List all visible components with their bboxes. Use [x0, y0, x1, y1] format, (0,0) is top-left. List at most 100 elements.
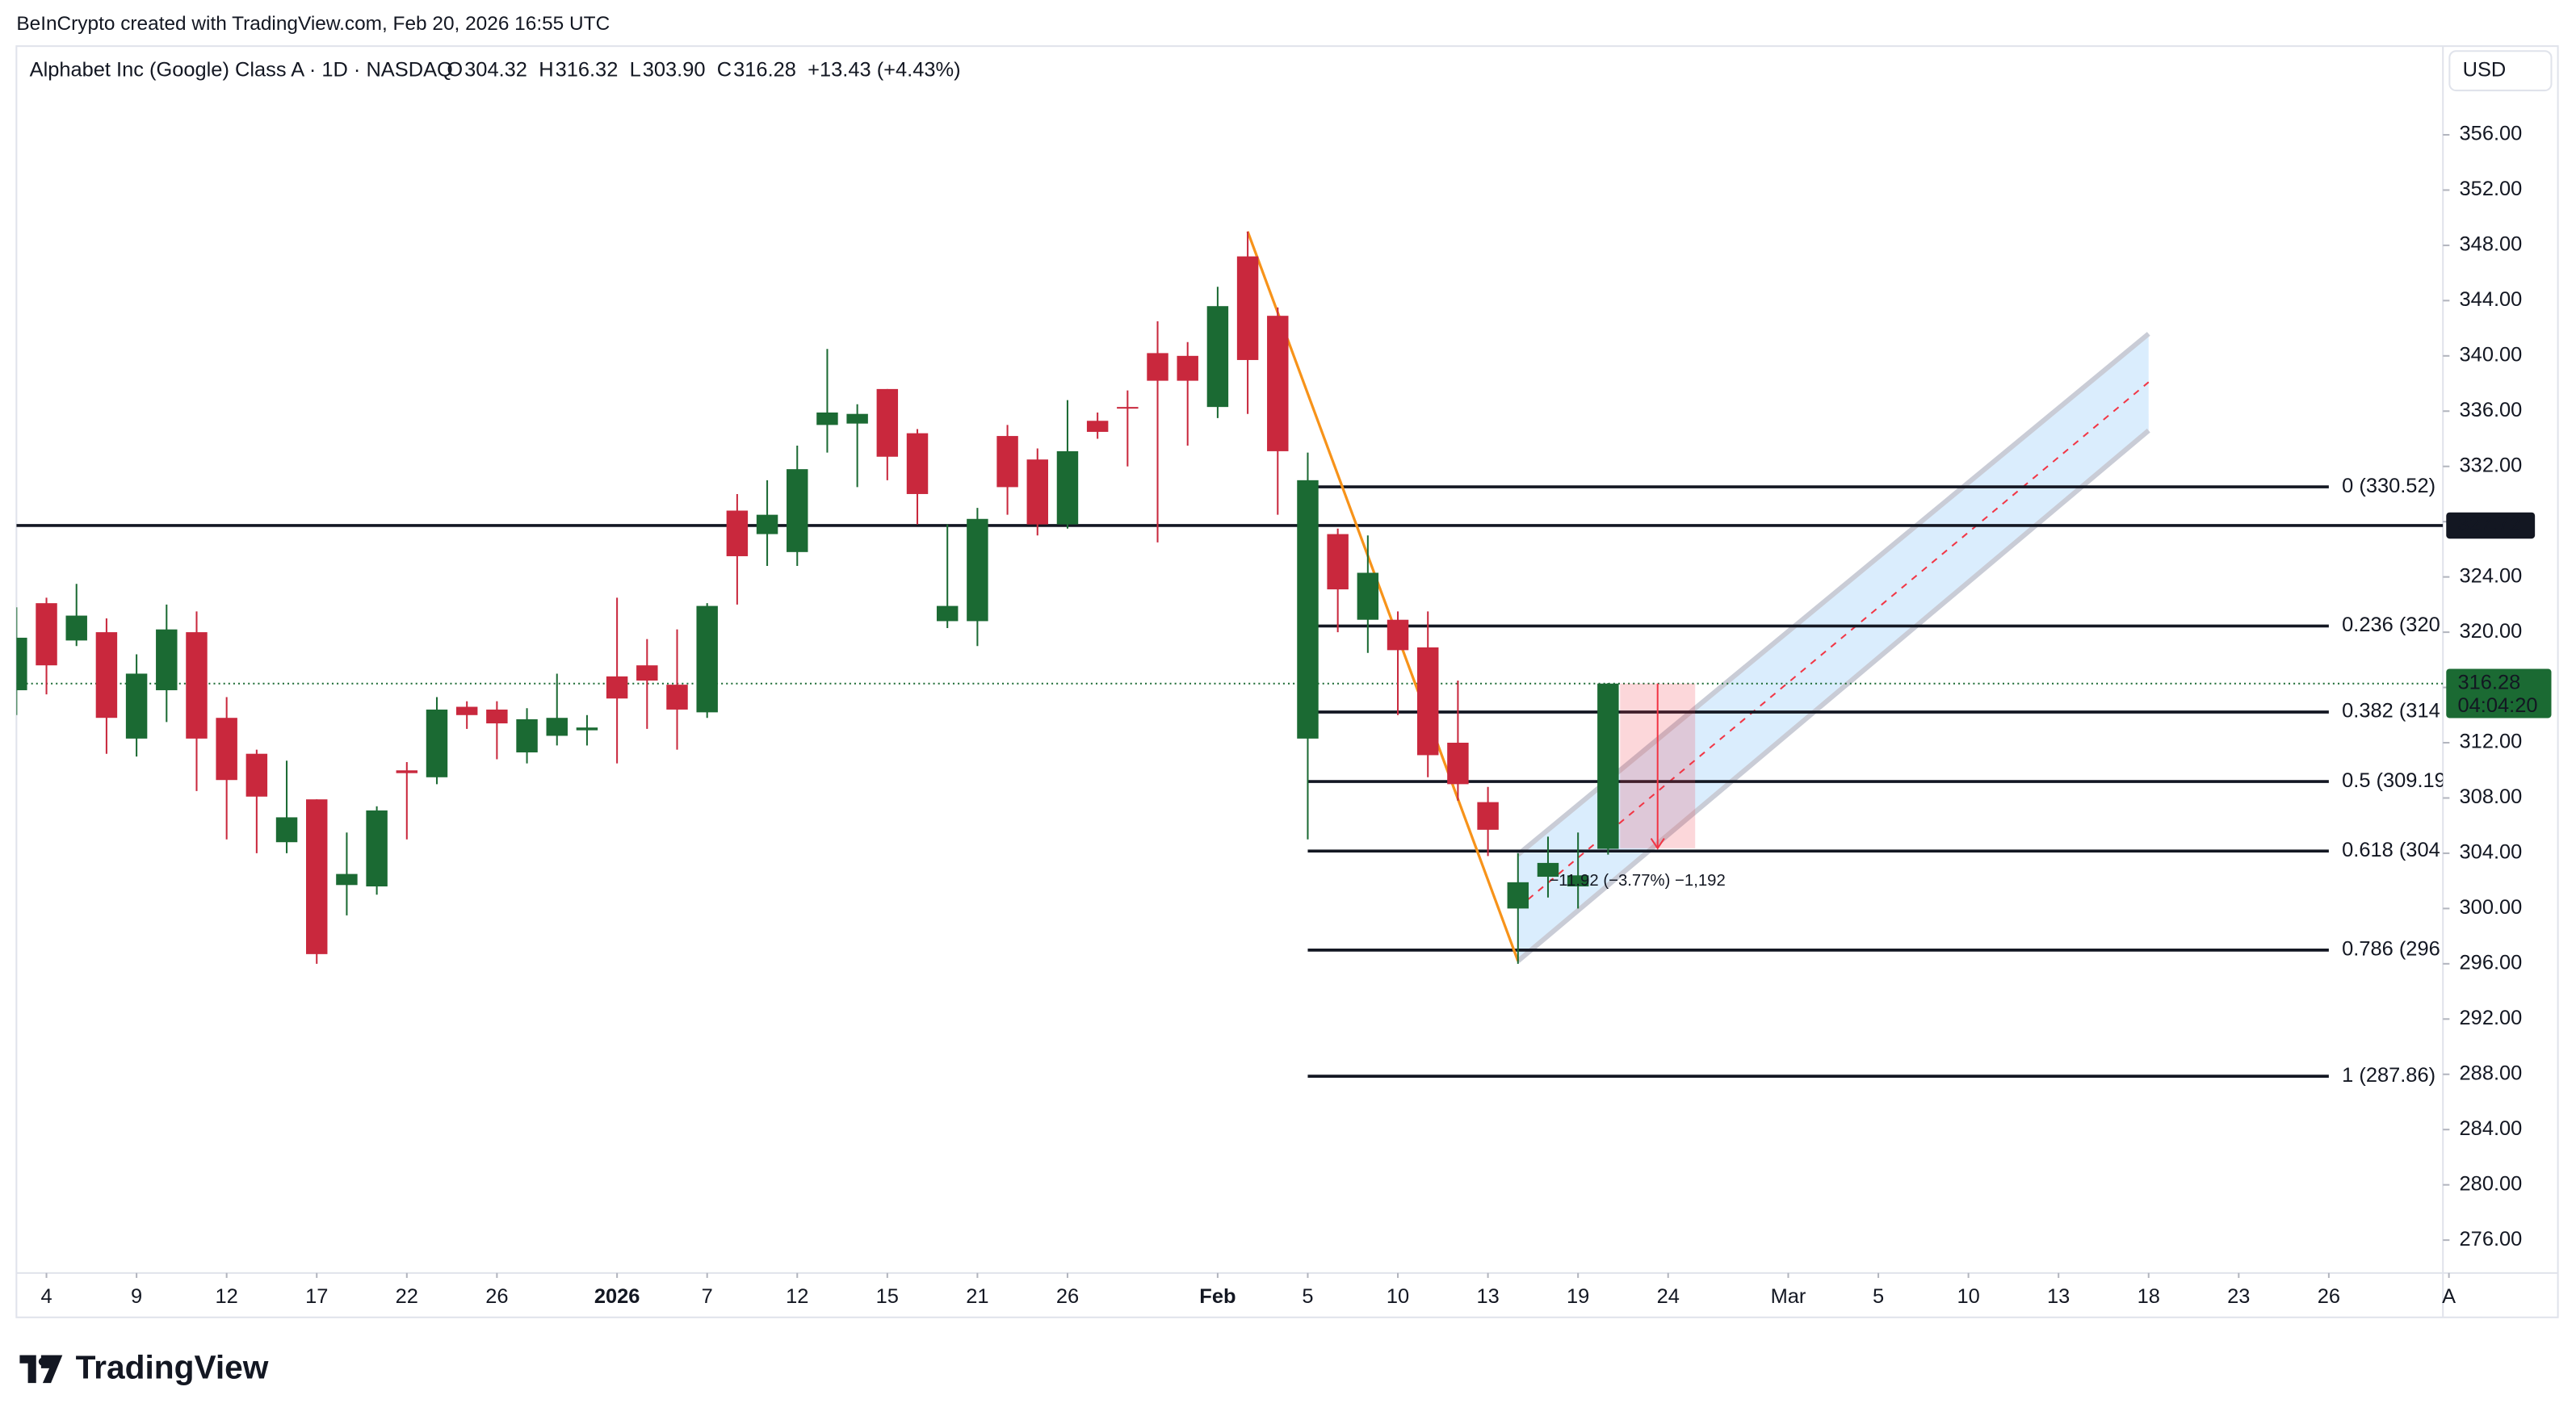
x-tick-label: Mar [1771, 1285, 1806, 1308]
hline-price-box [2446, 512, 2536, 539]
x-tick-label: 21 [966, 1285, 988, 1308]
x-tick-label: 9 [131, 1285, 142, 1308]
y-tick-label: 320.00 [2460, 620, 2523, 643]
x-tick-label: A [2442, 1285, 2456, 1308]
y-tick-label: 324.00 [2460, 564, 2523, 587]
x-tick-label: 5 [1873, 1285, 1884, 1308]
candle-body [606, 676, 628, 699]
candle-body [486, 709, 508, 724]
legend-change: +13.43 (+4.43%) [808, 58, 960, 81]
candle-body [426, 709, 448, 777]
candle-body [65, 615, 87, 641]
candle-body [1447, 743, 1469, 785]
candle-body [1297, 480, 1319, 739]
candle-body [1567, 875, 1589, 886]
candle-body [1147, 353, 1168, 381]
fib-label: 0 (330.52) [2342, 475, 2435, 497]
y-tick-label: 284.00 [2460, 1117, 2523, 1140]
x-tick-label: 26 [1056, 1285, 1079, 1308]
last-price-box [2446, 668, 2552, 718]
y-tick-label: 308.00 [2460, 786, 2523, 808]
candle-body [275, 817, 298, 843]
x-tick-label: 15 [876, 1285, 899, 1308]
y-tick-label: 348.00 [2460, 233, 2523, 256]
x-tick-label: 24 [1657, 1285, 1680, 1308]
y-tick-label: 280.00 [2460, 1172, 2523, 1195]
x-tick-label: 2026 [594, 1285, 640, 1308]
plot-area: 0 (330.52) 0.236 (320 0.382 (314 0.5 (309.1… [16, 231, 2446, 1087]
y-tick-label: 288.00 [2460, 1062, 2523, 1084]
currency-box[interactable] [2448, 50, 2553, 92]
candle-body [1357, 572, 1379, 620]
logo-text: TradingView [76, 1349, 269, 1386]
candle-body [876, 388, 899, 457]
x-tick-label: 26 [485, 1285, 508, 1308]
channel-fill [1517, 333, 2149, 961]
fib-label: 0.382 (314 [2342, 700, 2440, 723]
y-tick-label: 340.00 [2460, 344, 2523, 367]
legend-key: O [447, 58, 463, 81]
fib-label: 0.5 (309.19 [2342, 769, 2446, 792]
legend-value: 304.32 [464, 58, 527, 81]
logo: TradingView [19, 1349, 269, 1386]
candle-body [1417, 647, 1439, 756]
candle-body [1507, 882, 1529, 909]
candle-body [936, 605, 959, 622]
candle-body [1117, 407, 1139, 409]
logo-dot [38, 1357, 47, 1366]
legend-key: C [717, 58, 732, 81]
x-tick-label: 19 [1567, 1285, 1589, 1308]
candle-body [306, 799, 328, 954]
y-tick-label: 292.00 [2460, 1007, 2523, 1029]
fib-label: 0.618 (304 [2342, 839, 2440, 861]
candle-body [366, 810, 388, 886]
channel-mid [1517, 381, 2150, 909]
legend-value: 303.90 [643, 58, 706, 81]
x-tick-label: 10 [1387, 1285, 1409, 1308]
y-tick-label: 344.00 [2460, 288, 2523, 311]
measure-label: −11.92 (−3.77%) −1,192 [1549, 872, 1725, 890]
y-tick-label: 356.00 [2460, 123, 2523, 145]
last-price-label: 316.28 [2458, 671, 2521, 693]
candle-body [1327, 534, 1349, 590]
x-tick-label: 22 [396, 1285, 418, 1308]
candle-body [156, 629, 178, 690]
credit: BeInCrypto created with TradingView.com,… [16, 13, 610, 35]
candle-body [846, 413, 868, 424]
legend-value: 316.32 [556, 58, 619, 81]
candle-body [756, 514, 778, 534]
legend-key: H [539, 58, 553, 81]
y-tick-label: 304.00 [2460, 841, 2523, 864]
candle-body [1056, 450, 1079, 525]
x-tick-label: 13 [2047, 1285, 2070, 1308]
candle-body [696, 605, 718, 713]
y-tick-label: 332.00 [2460, 454, 2523, 476]
fib-label: 0.236 (320 [2342, 614, 2440, 636]
candle-body [36, 603, 57, 666]
fib-label: 1 (287.86) [2342, 1064, 2435, 1087]
currency: USD [2463, 58, 2507, 81]
candle-body [996, 436, 1018, 488]
candle-body [636, 665, 658, 681]
channel-edge [1516, 428, 2150, 963]
y-tick-label: 352.00 [2460, 178, 2523, 200]
candle-body [816, 412, 838, 425]
candle-body [455, 706, 478, 715]
fib-label: 0.786 (296 [2342, 938, 2440, 961]
x-tick-label: 13 [1476, 1285, 1499, 1308]
x-tick-label: 18 [2138, 1285, 2160, 1308]
candle-body [1597, 683, 1619, 849]
candle-body [1537, 862, 1559, 878]
candle-body [546, 718, 568, 736]
channel-edge [1516, 332, 2150, 857]
candle-body [216, 718, 237, 781]
x-tick-label: 23 [2227, 1285, 2250, 1308]
x-tick-label: 12 [216, 1285, 238, 1308]
candle-body [967, 518, 988, 622]
x-tick-label: 17 [305, 1285, 328, 1308]
candle-body [1477, 802, 1499, 830]
countdown-label: 04:04:20 [2458, 694, 2538, 717]
legend-title: Alphabet Inc (Google) Class A · 1D · NAS… [30, 58, 453, 81]
candle-body [1267, 316, 1289, 451]
